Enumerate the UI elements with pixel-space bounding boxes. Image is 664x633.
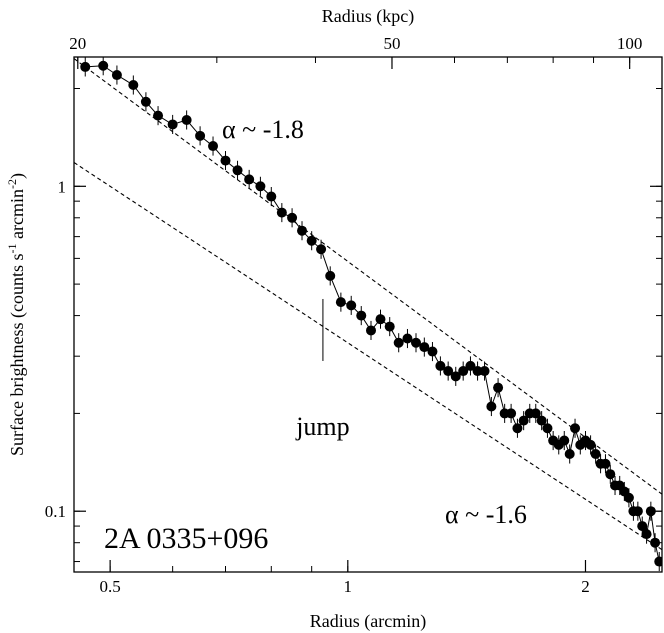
y-tick-label: 1 xyxy=(58,177,67,196)
data-point xyxy=(564,448,575,459)
data-point xyxy=(375,314,386,325)
data-point xyxy=(208,141,219,152)
y-axis-title-end: ) xyxy=(7,173,28,179)
power-law-line xyxy=(74,162,662,551)
data-point xyxy=(325,270,336,281)
data-point xyxy=(559,435,570,446)
data-point xyxy=(335,297,346,308)
data-point xyxy=(195,130,206,141)
data-point xyxy=(232,165,243,176)
data-point xyxy=(590,448,601,459)
y-tick-label: 0.1 xyxy=(45,502,66,521)
x-axis-title: Radius (arcmin) xyxy=(310,611,426,632)
data-point xyxy=(605,469,616,480)
alpha-lower-annotation: α ~ -1.6 xyxy=(445,500,527,529)
data-point xyxy=(98,60,109,71)
top-tick-label: 20 xyxy=(69,34,86,53)
data-point xyxy=(244,174,255,185)
data-point xyxy=(266,191,277,202)
data-point xyxy=(479,366,490,377)
top-tick-label: 50 xyxy=(383,34,400,53)
data-point xyxy=(650,537,661,548)
data-point xyxy=(450,371,461,382)
plot-frame xyxy=(73,56,663,573)
data-point xyxy=(641,529,652,540)
power-law-line xyxy=(74,58,662,495)
data-point xyxy=(632,506,643,517)
data-point xyxy=(465,360,476,371)
data-point xyxy=(287,212,298,223)
y-axis-title-main: Surface brightness (counts s xyxy=(7,254,28,456)
data-point xyxy=(316,244,327,255)
data-point xyxy=(427,346,438,357)
data-point xyxy=(393,337,404,348)
data-point xyxy=(255,181,266,192)
data-point xyxy=(276,207,287,218)
data-point xyxy=(153,110,164,121)
data-point xyxy=(443,366,454,377)
data-point xyxy=(530,408,541,419)
data-point xyxy=(536,415,547,426)
data-point xyxy=(366,325,377,336)
data-point xyxy=(435,360,446,371)
data-point xyxy=(493,382,504,393)
data-point xyxy=(600,458,611,469)
data-point xyxy=(419,342,430,353)
data-point xyxy=(384,321,395,332)
data-point xyxy=(402,333,413,344)
data-point xyxy=(570,423,581,434)
cluster-name-label: 2A 0335+096 xyxy=(104,522,268,555)
data-point xyxy=(140,96,151,107)
data-point xyxy=(472,366,483,377)
series-connecting-line xyxy=(85,65,660,562)
y-axis-title-sup-2: -2 xyxy=(5,179,19,189)
jump-label: jump xyxy=(295,412,349,441)
data-point xyxy=(623,492,634,503)
data-point xyxy=(220,155,231,166)
data-point xyxy=(356,310,367,321)
data-point xyxy=(458,366,469,377)
data-point xyxy=(128,80,139,91)
data-point xyxy=(111,70,122,81)
data-point xyxy=(512,423,523,434)
data-point xyxy=(306,235,317,246)
alpha-upper-annotation: α ~ -1.8 xyxy=(222,115,304,144)
top-axis-title: Radius (kpc) xyxy=(322,6,414,27)
data-point xyxy=(506,408,517,419)
x-tick-label: 1 xyxy=(344,577,353,596)
data-point xyxy=(585,439,596,450)
data-series xyxy=(80,57,662,572)
data-point xyxy=(297,225,308,236)
y-axis-title-sup-1: -1 xyxy=(5,244,19,254)
axis-ticks: 0.5 1 2 0.1 1 20 50 100 xyxy=(45,34,662,596)
data-point xyxy=(346,300,357,311)
data-point xyxy=(181,114,192,125)
x-tick-label: 2 xyxy=(581,577,590,596)
data-point xyxy=(542,423,553,434)
y-axis-title-mid: arcmin xyxy=(7,189,27,243)
data-point xyxy=(410,337,421,348)
data-point xyxy=(486,401,497,412)
reference-lines xyxy=(74,58,662,551)
y-axis-title: Surface brightness (counts s-1 arcmin-2) xyxy=(5,173,28,456)
data-point xyxy=(80,61,91,72)
x-tick-label: 0.5 xyxy=(100,577,121,596)
top-tick-label: 100 xyxy=(617,34,643,53)
data-point xyxy=(637,521,648,532)
data-point xyxy=(167,119,178,130)
data-point xyxy=(518,415,529,426)
